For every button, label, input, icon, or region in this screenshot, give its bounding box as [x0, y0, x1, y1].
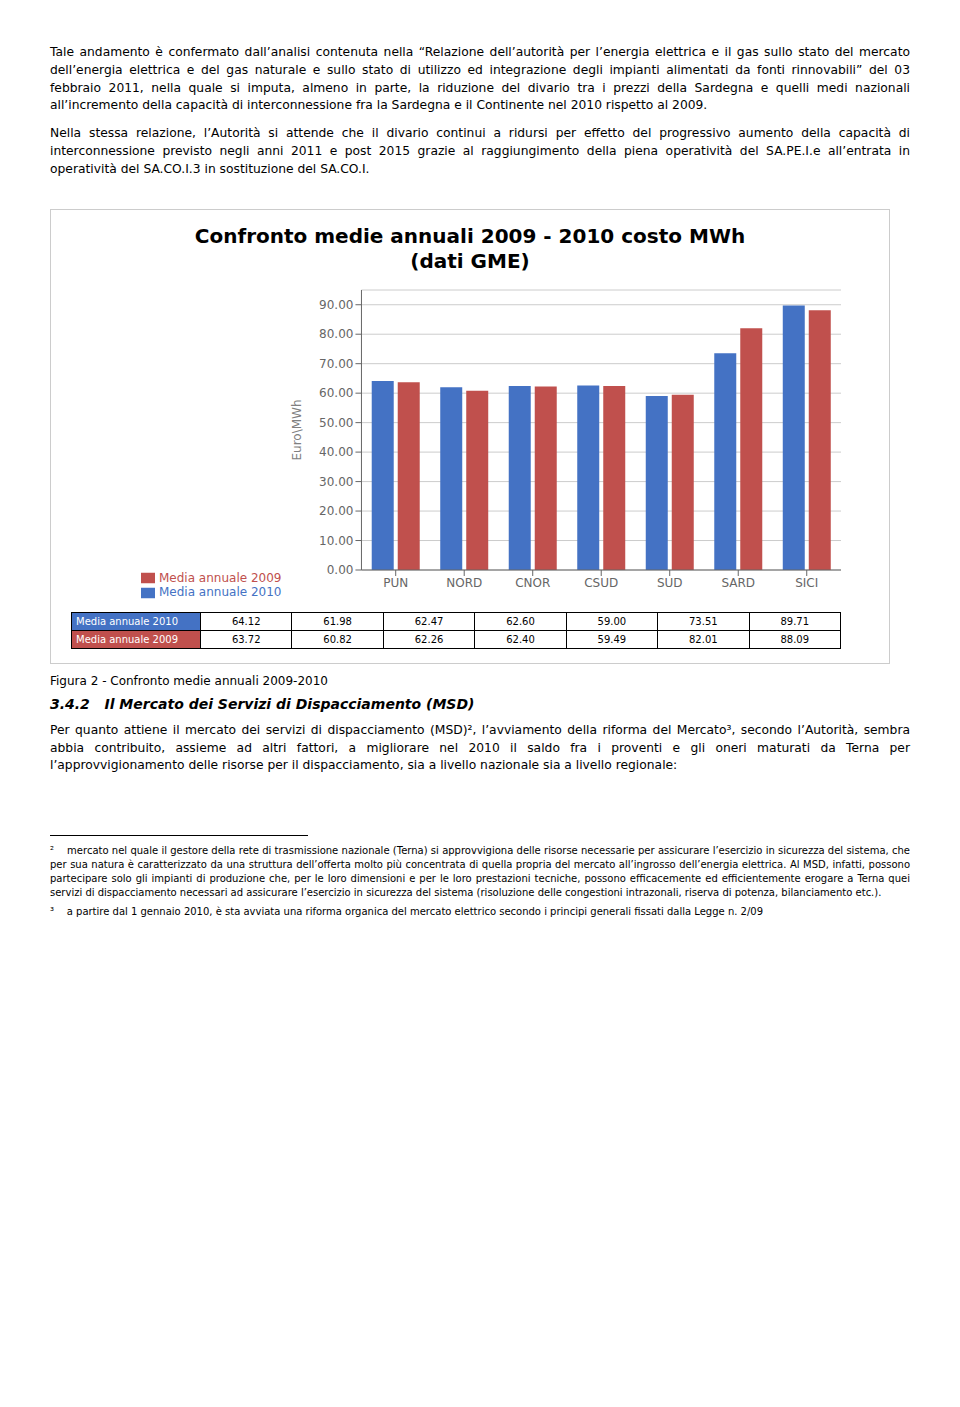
- html-text:Figura 2 - Confronto medie ann: Figura 2 - Confronto medie annuali 2009-…: [50, 673, 328, 688]
- html-text:62.26: 62.26: [414, 633, 444, 645]
- html-text:Media annuale 2009: Media annuale 2009: [159, 570, 282, 585]
- html-text:Media annuale 2010: Media annuale 2010: [76, 615, 178, 627]
- html-text:Media annuale 2009: Media annuale 2009: [76, 633, 178, 645]
- svg-text:30.00: 30.00: [319, 475, 353, 489]
- svg-text:90.00: 90.00: [319, 298, 353, 312]
- html-text:73.51: 73.51: [689, 615, 718, 627]
- svg-text:SICI: SICI: [795, 575, 818, 589]
- html-text:59.49: 59.49: [597, 633, 627, 645]
- svg-text:SUD: SUD: [657, 575, 683, 589]
- html-text:82.01: 82.01: [689, 633, 718, 645]
- html-text:64.12: 64.12: [231, 615, 261, 627]
- html-text:89.71: 89.71: [780, 615, 810, 627]
- html-text:62.40: 62.40: [506, 633, 535, 645]
- html-text:62.60: 62.60: [506, 615, 535, 627]
- svg-text:0.00: 0.00: [327, 563, 354, 577]
- html-text:88.09: 88.09: [780, 633, 810, 645]
- svg-text:40.00: 40.00: [319, 445, 353, 459]
- svg-text:60.00: 60.00: [319, 386, 353, 400]
- svg-text:NORD: NORD: [446, 575, 482, 589]
- svg-text:10.00: 10.00: [319, 534, 353, 548]
- html-text:62.47: 62.47: [414, 615, 444, 627]
- html-text:Nella stessa relazione, l’Auto: Nella stessa relazione, l’Autorità si at…: [50, 126, 910, 176]
- svg-text:CSUD: CSUD: [584, 575, 618, 589]
- html-text:61.98: 61.98: [323, 615, 352, 627]
- html-text:3.4.2 Il Mercato dei Servizi d: 3.4.2 Il Mercato dei Servizi di Dispacci…: [50, 695, 475, 712]
- svg-text:Euro\MWh: Euro\MWh: [290, 399, 304, 460]
- html-text:63.72: 63.72: [231, 633, 261, 645]
- svg-text:SARD: SARD: [721, 575, 755, 589]
- html-text:60.82: 60.82: [323, 633, 352, 645]
- svg-text:PUN: PUN: [383, 575, 408, 589]
- html-text:³ a partire dal 1 gennaio 2010: ³ a partire dal 1 gennaio 2010, è sta av…: [50, 906, 763, 918]
- html-text:Confronto medie annuali 2009 -: Confronto medie annuali 2009 - 2010 cost…: [194, 223, 746, 248]
- html-text:Media annuale 2010: Media annuale 2010: [159, 585, 282, 600]
- svg-text:20.00: 20.00: [319, 504, 353, 518]
- html-text:Tale andamento è confermato da: Tale andamento è confermato dall’analisi…: [50, 45, 910, 113]
- html-text:59.00: 59.00: [597, 615, 627, 627]
- svg-text:CNOR: CNOR: [515, 575, 550, 589]
- svg-text:80.00: 80.00: [319, 327, 353, 341]
- svg-text:50.00: 50.00: [319, 416, 353, 430]
- html-text:Per quanto attiene il mercato: Per quanto attiene il mercato dei serviz…: [50, 722, 910, 773]
- html-text:(dati GME): (dati GME): [410, 248, 530, 273]
- html-text:² mercato nel quale il gestore: ² mercato nel quale il gestore della ret…: [50, 845, 914, 898]
- svg-text:70.00: 70.00: [319, 357, 353, 371]
